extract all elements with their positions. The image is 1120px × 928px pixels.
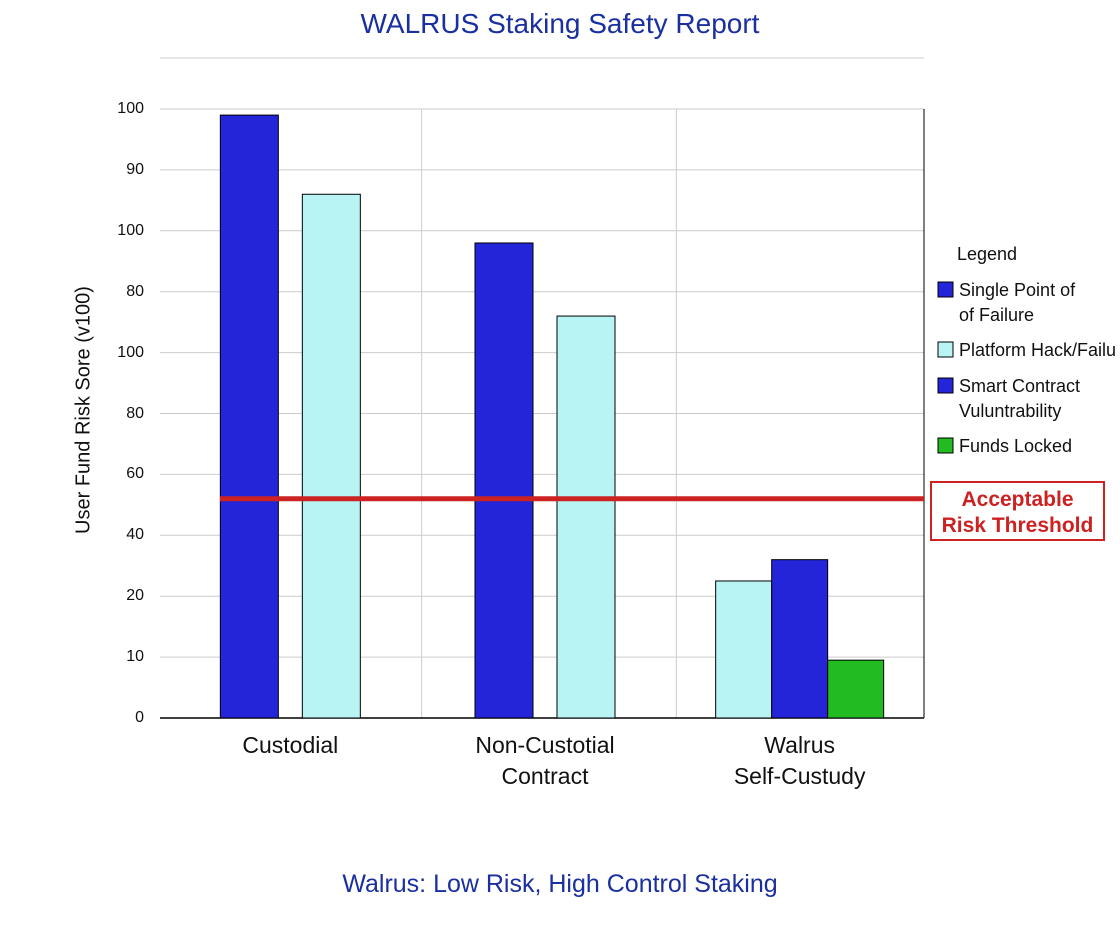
bar xyxy=(301,193,361,719)
y-tick-label: 100 xyxy=(117,100,144,117)
y-tick-label: 10 xyxy=(126,648,144,666)
y-tick-label: 40 xyxy=(126,526,144,544)
y-tick-label: 100 xyxy=(117,221,144,239)
legend-swatch xyxy=(937,377,954,394)
y-tick-label: 0 xyxy=(135,709,144,726)
x-tick-label: Non-Custotial Contract xyxy=(475,732,615,789)
y-tick-label: 20 xyxy=(126,587,144,605)
legend-swatch xyxy=(937,341,954,358)
y-tick-label: 60 xyxy=(126,465,144,483)
legend-entry: Platform Hack/Failu xyxy=(959,340,1117,360)
legend-swatch xyxy=(937,281,954,298)
bar xyxy=(219,114,279,719)
y-tick-label: 80 xyxy=(126,404,144,422)
x-tick-label: Walrus Self-Custudy xyxy=(733,732,866,789)
x-tick-label: Custodial xyxy=(242,732,339,758)
legend-entry: Funds Locked xyxy=(959,436,1073,456)
legend-entry: Single Point of of Failure xyxy=(959,280,1076,325)
chart-title: WALRUS Staking Safety Report xyxy=(360,8,760,39)
bar xyxy=(715,580,773,719)
legend-title: Legend xyxy=(957,244,1018,264)
legend-swatch xyxy=(937,437,954,454)
y-tick-label: 90 xyxy=(126,160,144,178)
chart-subtitle: Walrus: Low Risk, High Control Staking xyxy=(342,870,778,898)
bar xyxy=(827,659,885,719)
threshold-label: Acceptable Risk Threshold xyxy=(930,481,1105,541)
y-tick-label: 100 xyxy=(117,343,144,361)
legend-entry: Smart Contract Vuluntrability xyxy=(959,376,1081,421)
y-axis-label: User Fund Risk Sore (v100) xyxy=(72,286,95,534)
bar xyxy=(771,559,829,719)
bar xyxy=(556,315,616,719)
y-tick-label: 80 xyxy=(126,282,144,300)
bar xyxy=(474,242,534,719)
